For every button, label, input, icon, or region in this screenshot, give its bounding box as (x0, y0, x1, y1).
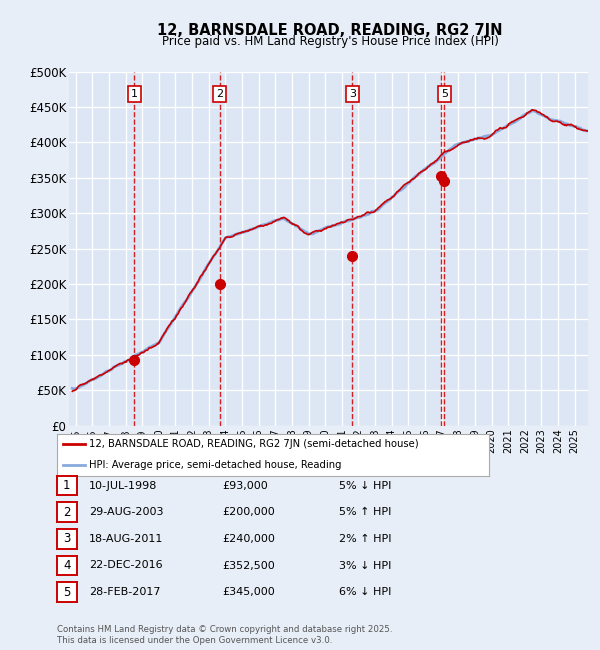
Text: 4: 4 (63, 559, 71, 572)
Text: 1: 1 (63, 479, 71, 492)
Text: 6% ↓ HPI: 6% ↓ HPI (339, 587, 391, 597)
Text: 2: 2 (63, 506, 71, 519)
Text: £240,000: £240,000 (222, 534, 275, 544)
Text: 12, BARNSDALE ROAD, READING, RG2 7JN: 12, BARNSDALE ROAD, READING, RG2 7JN (157, 23, 503, 38)
Text: HPI: Average price, semi-detached house, Reading: HPI: Average price, semi-detached house,… (89, 460, 342, 470)
Text: 29-AUG-2003: 29-AUG-2003 (89, 507, 163, 517)
Text: 3% ↓ HPI: 3% ↓ HPI (339, 560, 391, 571)
Text: 28-FEB-2017: 28-FEB-2017 (89, 587, 160, 597)
Text: Contains HM Land Registry data © Crown copyright and database right 2025.
This d: Contains HM Land Registry data © Crown c… (57, 625, 392, 645)
Text: 18-AUG-2011: 18-AUG-2011 (89, 534, 163, 544)
Text: £352,500: £352,500 (222, 560, 275, 571)
Text: 3: 3 (63, 532, 71, 545)
Text: 5% ↑ HPI: 5% ↑ HPI (339, 507, 391, 517)
Text: 3: 3 (349, 89, 356, 99)
Text: Price paid vs. HM Land Registry's House Price Index (HPI): Price paid vs. HM Land Registry's House … (161, 35, 499, 48)
Text: 2% ↑ HPI: 2% ↑ HPI (339, 534, 391, 544)
Text: 22-DEC-2016: 22-DEC-2016 (89, 560, 163, 571)
Text: £93,000: £93,000 (222, 480, 268, 491)
Text: 1: 1 (131, 89, 138, 99)
Text: 5% ↓ HPI: 5% ↓ HPI (339, 480, 391, 491)
Text: £200,000: £200,000 (222, 507, 275, 517)
Text: 2: 2 (216, 89, 223, 99)
Text: 5: 5 (441, 89, 448, 99)
Text: 10-JUL-1998: 10-JUL-1998 (89, 480, 157, 491)
Text: £345,000: £345,000 (222, 587, 275, 597)
Text: 5: 5 (63, 586, 71, 599)
Text: 12, BARNSDALE ROAD, READING, RG2 7JN (semi-detached house): 12, BARNSDALE ROAD, READING, RG2 7JN (se… (89, 439, 419, 448)
